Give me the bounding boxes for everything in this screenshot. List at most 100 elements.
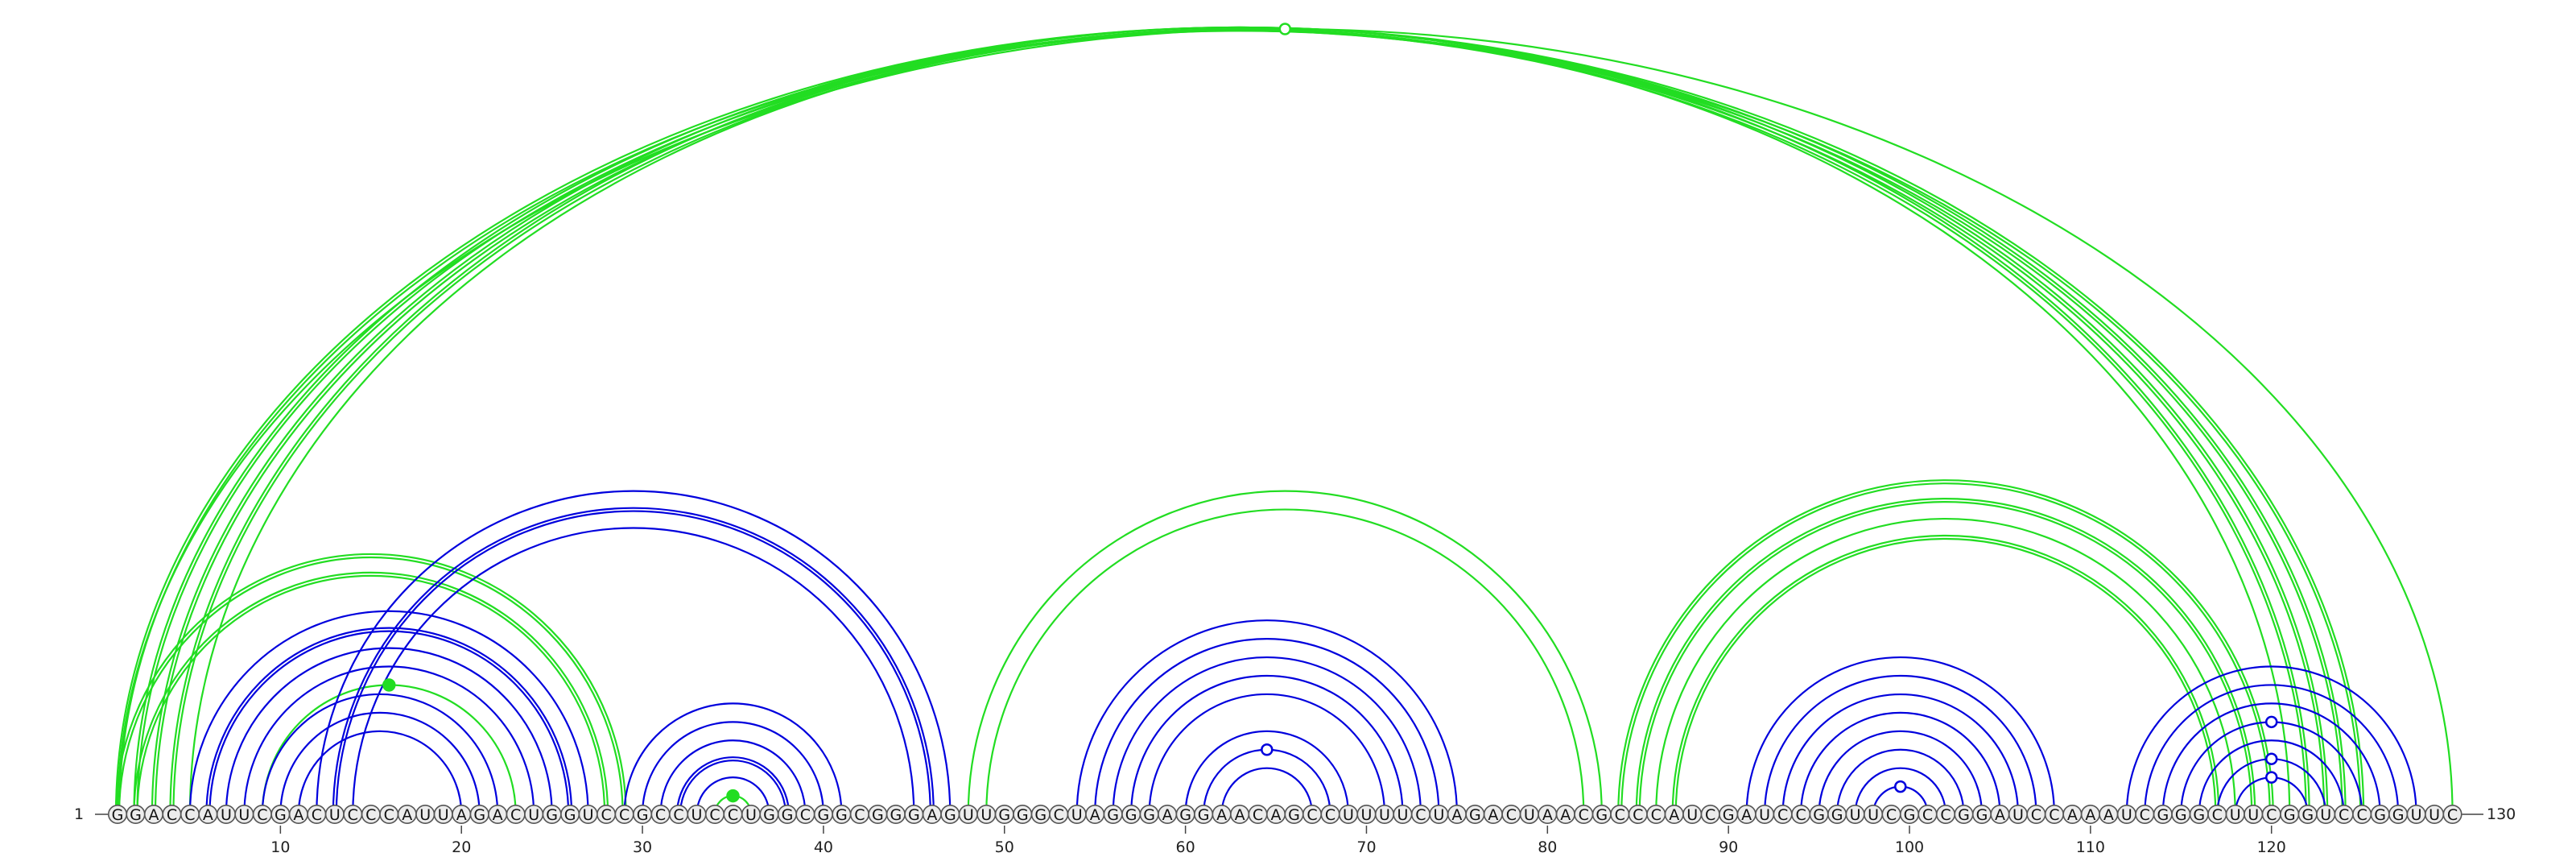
nucleotide-14: C: [343, 804, 363, 824]
arc-8-24: [243, 665, 535, 815]
nucleotide-29: C: [614, 804, 634, 824]
nucleotide-116: G: [2189, 804, 2209, 824]
nucleotide-51: G: [1013, 804, 1033, 824]
nucleotide-91: A: [1736, 804, 1757, 824]
nucleotide-40: G: [813, 804, 833, 824]
nucleotide-63: A: [1230, 804, 1250, 824]
nucleotide-letter: G: [1143, 806, 1155, 824]
arc-12-47: [316, 490, 952, 815]
nucleotide-55: A: [1085, 804, 1105, 824]
nucleotide-letter: G: [1288, 806, 1300, 824]
arc-11-20: [297, 731, 463, 815]
nucleotide-48: U: [958, 804, 978, 824]
end-position-label: 130: [2487, 805, 2516, 823]
nucleotide-43: G: [868, 804, 888, 824]
nucleotide-16: C: [379, 804, 399, 824]
nucleotide-105: A: [1990, 804, 2010, 824]
nucleotide-3: A: [143, 804, 163, 824]
nucleotide-111: A: [2099, 804, 2119, 824]
nucleotide-letter: U: [2429, 806, 2440, 824]
arc-114-126: [2161, 702, 2381, 815]
arc-6-26-1: [205, 627, 573, 815]
nucleotide-28: C: [597, 804, 617, 824]
nucleotide-130: C: [2442, 804, 2462, 824]
nucleotide-52: G: [1030, 804, 1051, 824]
nucleotide-letter: U: [528, 806, 539, 824]
nucleotide-92: U: [1755, 804, 1775, 824]
nucleotide-letter: A: [1542, 806, 1553, 824]
nucleotide-53: C: [1049, 804, 1069, 824]
nucleotide-88: U: [1682, 804, 1703, 824]
nucleotide-letter: G: [1179, 806, 1191, 824]
nucleotide-56: G: [1103, 804, 1123, 824]
arc-49-82: [985, 508, 1585, 815]
nucleotide-letter: C: [510, 806, 521, 824]
nucleotide-87: A: [1664, 804, 1684, 824]
nucleotide-letter: G: [1034, 806, 1046, 824]
nucleotide-5: C: [180, 804, 200, 824]
arc-10-21: [279, 712, 481, 815]
nucleotide-letter: C: [1307, 806, 1317, 824]
arc-4-122-2: [172, 29, 2307, 815]
nucleotide-letter: C: [655, 806, 666, 824]
nucleotide-letter: G: [998, 806, 1010, 824]
arc-2-28-2: [136, 574, 606, 815]
arc-112-128: [2125, 665, 2417, 815]
nucleotide-letter: U: [2230, 806, 2241, 824]
nucleotide-83: G: [1591, 804, 1612, 824]
nucleotide-77: A: [1483, 804, 1503, 824]
nucleotide-letter: A: [2085, 806, 2095, 824]
arc-86-118: [1655, 518, 2236, 815]
nucleotide-letter: C: [1253, 806, 1263, 824]
nucleotide-letter: C: [1054, 806, 1064, 824]
nucleotide-letter: G: [1723, 806, 1735, 824]
nucleotide-99: C: [1881, 804, 1901, 824]
nucleotide-59: A: [1158, 804, 1178, 824]
nucleotide-letter: C: [673, 806, 683, 824]
arc-marker-6: [2264, 715, 2278, 729]
nucleotide-letter: C: [1777, 806, 1788, 824]
nucleotide-20: A: [452, 804, 472, 824]
nucleotide-62: A: [1212, 804, 1232, 824]
nucleotide-letter: G: [473, 806, 485, 824]
nucleotide-42: C: [849, 804, 869, 824]
nucleotide-118: U: [2225, 804, 2245, 824]
arc-1-29-1: [114, 553, 627, 815]
nucleotide-circle: [2442, 804, 2462, 824]
nucleotide-129: U: [2425, 804, 2445, 824]
arc-84-120-1: [1617, 479, 2274, 815]
nucleotide-60: G: [1175, 804, 1195, 824]
arc-92-107: [1764, 675, 2037, 815]
nucleotide-21: G: [469, 804, 489, 824]
arc-1-125-1: [114, 26, 2365, 815]
nucleotide-letter: U: [1524, 806, 1535, 824]
nucleotide-letter: A: [1741, 806, 1752, 824]
arc-32-38-1: [675, 756, 791, 815]
nucleotide-78: C: [1501, 804, 1521, 824]
nucleotide-letter: U: [1343, 806, 1354, 824]
nucleotide-74: U: [1429, 804, 1449, 824]
nucleotide-letter: G: [1813, 806, 1825, 824]
nucleotide-84: C: [1610, 804, 1630, 824]
nucleotide-122: G: [2297, 804, 2318, 824]
nucleotide-37: G: [759, 804, 779, 824]
nucleotide-119: U: [2244, 804, 2264, 824]
nucleotide-letter: G: [2157, 806, 2169, 824]
nucleotide-34: C: [705, 804, 725, 824]
nucleotide-letter: U: [1759, 806, 1770, 824]
nucleotide-letter: A: [1488, 806, 1498, 824]
nucleotide-45: G: [904, 804, 924, 824]
nucleotide-letter: G: [1198, 806, 1210, 824]
nucleotide-35: C: [723, 804, 743, 824]
nucleotide-85: C: [1628, 804, 1648, 824]
nucleotide-96: G: [1827, 804, 1847, 824]
nucleotide-67: C: [1302, 804, 1323, 824]
nucleotide-89: C: [1700, 804, 1720, 824]
nucleotide-24: U: [524, 804, 544, 824]
nucleotide-73: C: [1410, 804, 1430, 824]
arc-marker-5: [1894, 780, 1907, 793]
nucleotide-108: C: [2044, 804, 2064, 824]
arc-5-121: [188, 27, 2291, 815]
